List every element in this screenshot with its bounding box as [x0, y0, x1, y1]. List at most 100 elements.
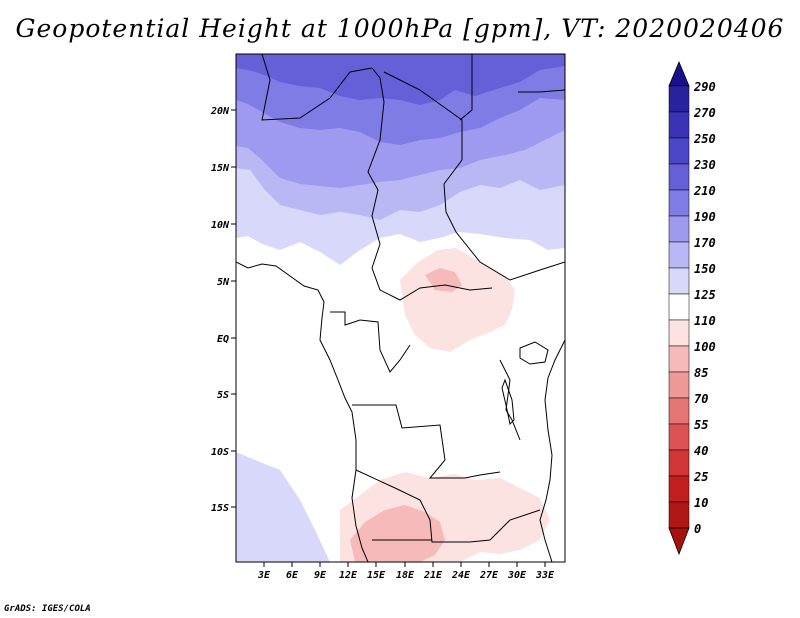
border-east-1: [518, 89, 565, 93]
lon-tick: 33E: [535, 562, 555, 581]
contour-field: [236, 54, 565, 562]
lat-tick-label: 5S: [217, 390, 229, 401]
east-africa-coastline: [539, 339, 565, 562]
colorbar-swatch: [668, 293, 690, 321]
contour-125-south: [236, 452, 330, 562]
lon-tick: 15E: [367, 562, 386, 581]
border-south-1: [352, 404, 501, 479]
colorbar-swatch: [668, 85, 690, 113]
colorbar-swatch: [668, 111, 690, 139]
lat-tick-label: 15N: [211, 163, 230, 174]
colorbar-swatch: [668, 449, 690, 477]
grads-credit: GrADS: IGES/COLA: [4, 604, 91, 614]
lon-tick-label: 15E: [367, 570, 386, 581]
contour-85-south: [350, 505, 445, 562]
lon-tick-label: 18E: [396, 570, 415, 581]
colorbar-swatch: [668, 137, 690, 165]
lon-tick: 21E: [423, 562, 443, 581]
colorbar-bottom-triangle: [668, 527, 690, 556]
lat-tick: 10N: [211, 220, 236, 231]
lon-tick: 27E: [479, 562, 499, 581]
lat-tick: 15N: [211, 163, 236, 174]
lat-tick: 15S: [211, 503, 236, 514]
lon-tick: 6E: [286, 562, 299, 581]
colorbar-swatch: [668, 475, 690, 503]
colorbar-label: 100: [694, 340, 716, 354]
lat-tick: 20N: [210, 106, 236, 117]
lat-tick: 10S: [211, 447, 236, 458]
west-africa-coastline: [236, 261, 369, 562]
lon-tick-label: 12E: [339, 570, 358, 581]
coastlines: [236, 54, 565, 562]
colorbar-label: 150: [694, 262, 716, 276]
colorbar-swatch: [668, 319, 690, 347]
lake-victoria: [519, 341, 549, 365]
colorbar-swatch: [668, 215, 690, 243]
lon-tick-label: 21E: [423, 570, 443, 581]
colorbar: 290 270 250 230 210 190 170 150 125 110 …: [668, 60, 716, 556]
lon-tick: 9E: [314, 562, 327, 581]
lon-tick: 3E: [257, 562, 271, 581]
border-north-1: [261, 54, 373, 121]
colorbar-swatch: [668, 423, 690, 451]
colorbar-label: 290: [693, 80, 716, 94]
border-central-2: [330, 311, 411, 373]
lat-tick: 5S: [217, 390, 236, 401]
colorbar-swatch: [668, 371, 690, 399]
chart-title: Geopotential Height at 1000hPa [gpm], VT…: [15, 14, 785, 43]
lat-tick: 5N: [217, 277, 236, 288]
border-north-4: [459, 54, 473, 121]
border-north-2: [367, 67, 385, 245]
lat-tick-label: 10S: [211, 447, 229, 458]
lon-tick-label: 30E: [507, 570, 527, 581]
colorbar-top-triangle: [668, 60, 690, 87]
map-frame: [235, 53, 566, 563]
colorbar-label: 210: [693, 184, 716, 198]
lat-tick-label: 10N: [211, 220, 230, 231]
lon-tick-label: 3E: [257, 570, 271, 581]
border-north-3: [383, 71, 565, 281]
colorbar-label: 10: [694, 496, 708, 510]
colorbar-swatch: [668, 241, 690, 269]
colorbar-swatch: [668, 163, 690, 191]
border-central-1: [371, 243, 493, 301]
colorbar-swatch: [668, 397, 690, 425]
colorbar-label: 125: [694, 288, 716, 302]
lon-tick: 18E: [396, 562, 415, 581]
colorbar-label: 85: [694, 366, 708, 380]
colorbar-label: 270: [693, 106, 716, 120]
lat-tick-label: 5N: [217, 277, 230, 288]
lon-tick-label: 27E: [479, 570, 499, 581]
lon-tick: 24E: [451, 562, 471, 581]
lake-tanganyika: [501, 378, 515, 426]
colorbar-swatch: [668, 189, 690, 217]
colorbar-label: 190: [694, 210, 716, 224]
lon-tick-label: 24E: [451, 570, 471, 581]
lon-tick: 12E: [339, 562, 358, 581]
colorbar-label: 70: [694, 392, 708, 406]
lon-tick-label: 33E: [535, 570, 555, 581]
colorbar-label: 25: [693, 470, 708, 484]
colorbar-label: 170: [694, 236, 716, 250]
lon-axis: 3E 6E 9E 12E 15E 18E 21E 24E 27E 30E 33E: [257, 562, 555, 581]
border-central-3: [499, 359, 521, 441]
lat-tick-label: 20N: [210, 106, 230, 117]
colorbar-swatch: [668, 345, 690, 373]
lat-tick: EQ: [217, 334, 236, 345]
lon-tick-label: 9E: [314, 570, 327, 581]
contour-210: [236, 54, 565, 105]
lat-tick-label: 15S: [211, 503, 229, 514]
colorbar-label: 0: [694, 522, 701, 536]
lat-tick-label: EQ: [217, 334, 229, 345]
lat-axis: 20N 15N 10N 5N EQ 5S 10S 15S: [210, 106, 236, 514]
colorbar-label: 250: [693, 132, 716, 146]
colorbar-swatch: [668, 501, 690, 529]
lon-tick-label: 6E: [286, 570, 299, 581]
colorbar-label: 230: [693, 158, 716, 172]
colorbar-swatch: [668, 267, 690, 295]
lon-tick: 30E: [507, 562, 527, 581]
colorbar-label: 55: [694, 418, 708, 432]
colorbar-label: 40: [694, 444, 708, 458]
border-south-2: [355, 469, 541, 543]
